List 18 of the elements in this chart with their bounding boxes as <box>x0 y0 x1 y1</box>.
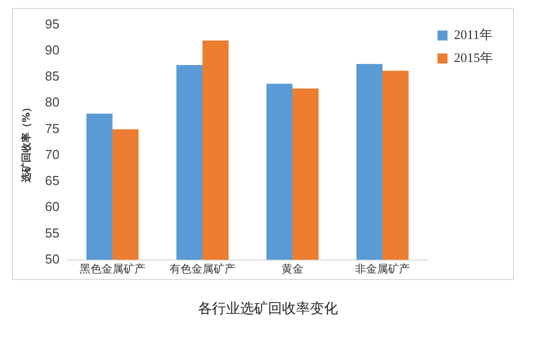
text: 各行业选矿回收率变化 <box>197 300 339 318</box>
y-tick-label: 85 <box>44 68 60 84</box>
legend-label: 2011年 <box>454 26 493 42</box>
y-axis-title: 选矿回收率（%） <box>20 102 33 184</box>
y-tick-label: 90 <box>44 42 60 58</box>
y-tick-label: 65 <box>44 173 60 188</box>
y-tick-label: 60 <box>44 199 60 214</box>
y-tick-label: 70 <box>44 146 60 162</box>
y-tick-label: 80 <box>44 94 60 110</box>
y-tick-label: 55 <box>44 225 60 240</box>
y-tick-label: 75 <box>44 120 60 136</box>
y-tick-label: 95 <box>44 16 60 32</box>
x-tick-label: 黑色金属矿产 <box>79 262 146 276</box>
x-tick-label: 黄金 <box>281 262 304 276</box>
legend-label: 2015年 <box>454 50 493 65</box>
x-tick-label: 有色金属矿产 <box>169 262 236 276</box>
x-tick-label: 非金属矿产 <box>354 262 410 276</box>
y-tick-label: 50 <box>44 251 60 266</box>
